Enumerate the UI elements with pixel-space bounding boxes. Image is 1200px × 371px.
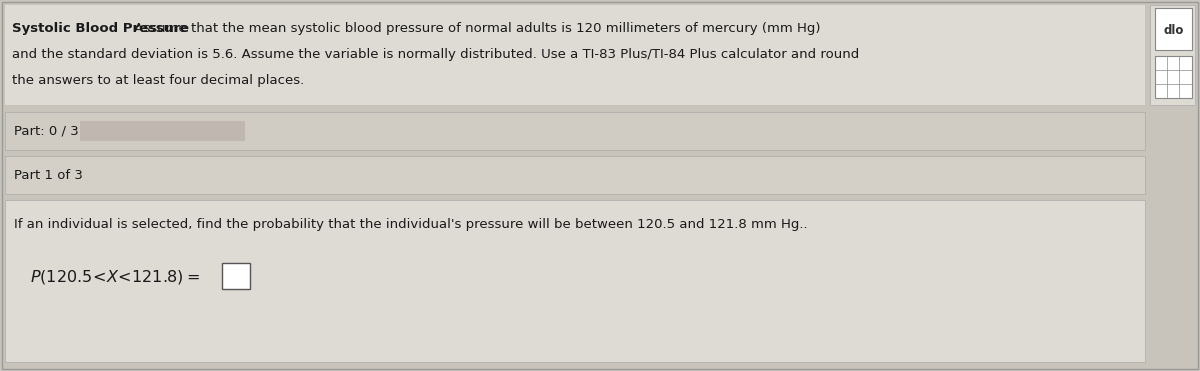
Text: the answers to at least four decimal places.: the answers to at least four decimal pla…	[12, 74, 305, 87]
FancyBboxPatch shape	[80, 121, 245, 141]
FancyBboxPatch shape	[5, 112, 1145, 150]
FancyBboxPatch shape	[1154, 56, 1192, 98]
Text: Assume that the mean systolic blood pressure of normal adults is 120 millimeters: Assume that the mean systolic blood pres…	[130, 22, 821, 35]
Text: Part 1 of 3: Part 1 of 3	[14, 168, 83, 181]
Text: and the standard deviation is 5.6. Assume the variable is normally distributed. : and the standard deviation is 5.6. Assum…	[12, 48, 859, 61]
FancyBboxPatch shape	[222, 263, 250, 289]
Text: Part: 0 / 3: Part: 0 / 3	[14, 125, 79, 138]
FancyBboxPatch shape	[1154, 8, 1192, 50]
FancyBboxPatch shape	[5, 5, 1145, 105]
Text: $P(120.5\!<\!X\!<\!121.8) =$: $P(120.5\!<\!X\!<\!121.8) =$	[30, 268, 200, 286]
FancyBboxPatch shape	[1150, 5, 1195, 105]
FancyBboxPatch shape	[5, 156, 1145, 194]
FancyBboxPatch shape	[5, 200, 1145, 362]
Text: Systolic Blood Pressure: Systolic Blood Pressure	[12, 22, 190, 35]
Text: dlo: dlo	[1163, 23, 1183, 36]
Text: If an individual is selected, find the probability that the individual's pressur: If an individual is selected, find the p…	[14, 218, 808, 231]
